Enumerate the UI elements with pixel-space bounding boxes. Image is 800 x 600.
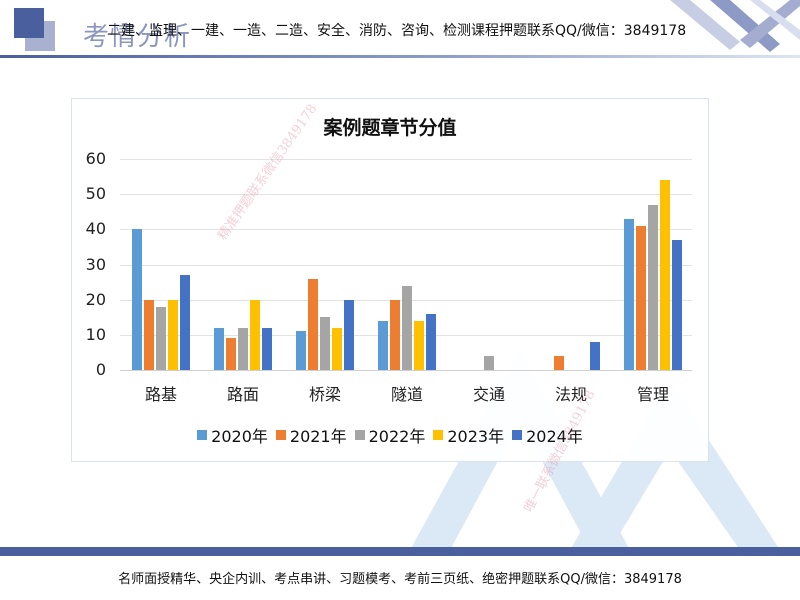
chart-title: 案例题章节分值: [323, 117, 457, 139]
legend-swatch-icon: [275, 430, 286, 440]
bar-2023年-桥梁: [332, 327, 342, 370]
legend-swatch-icon: [197, 430, 208, 440]
gridline: [120, 264, 692, 266]
bar-2022年-路面: [238, 327, 248, 370]
gridline: [120, 194, 692, 196]
bar-2021年-路面: [226, 338, 236, 370]
chart-container: 案例题章节分值 0 10 20 30 40 50 60 路基 路面 桥梁 隧道 交通 法规 管理 2020…: [71, 98, 709, 462]
footer-divider: [0, 547, 800, 556]
legend-label: 2020年: [211, 427, 268, 446]
legend-swatch-icon: [433, 430, 444, 440]
bar-2021年-桥梁: [308, 278, 318, 370]
y-tick-label: 20: [85, 289, 106, 309]
bar-2023年-路面: [250, 299, 260, 370]
y-tick-label: 0: [95, 360, 106, 379]
y-tick-label: 40: [85, 219, 106, 239]
bar-2021年-路基: [144, 299, 154, 370]
legend-item: 2022年: [354, 423, 426, 447]
logo-square-dark: [14, 8, 44, 38]
bar-2021年-隧道: [390, 299, 400, 370]
y-tick-label: 60: [85, 149, 106, 168]
x-category-label: 路基: [144, 385, 177, 404]
bar-2020年-桥梁: [296, 331, 306, 370]
bar-2022年-路基: [156, 306, 166, 370]
bar-2022年-桥梁: [320, 317, 330, 370]
bar-2020年-管理: [624, 218, 634, 370]
gridline: [120, 229, 692, 231]
x-category-label: 管理: [636, 385, 669, 404]
header-decoration-icon: [670, 0, 800, 52]
legend-label: 2024年: [526, 427, 583, 446]
bar-2024年-路面: [262, 327, 272, 370]
bar-2022年-管理: [648, 204, 658, 370]
legend-label: 2022年: [368, 427, 426, 446]
x-axis-line: [120, 370, 692, 371]
legend-item: 2020年: [197, 423, 268, 447]
bar-2024年-隧道: [426, 313, 436, 370]
y-tick-label: 10: [85, 324, 106, 344]
bar-2020年-隧道: [378, 320, 388, 370]
legend-swatch-icon: [354, 430, 365, 440]
header-banner-text: 二建、监理、一建、一造、二造、安全、消防、咨询、检测课程押题联系QQ/微信：38…: [107, 23, 687, 39]
legend-item: 2021年: [275, 423, 347, 447]
bar-2024年-桥梁: [344, 299, 354, 370]
bar-2020年-路基: [132, 229, 142, 370]
bar-2023年-隧道: [414, 320, 424, 370]
page-title: 考情分析: [83, 22, 192, 52]
bar-2020年-路面: [214, 327, 224, 370]
footer-text: 名师面授精华、央企内训、考点串讲、习题模考、考前三页纸、绝密押题联系QQ/微信：…: [118, 572, 682, 587]
x-category-label: 隧道: [390, 385, 423, 404]
bar-2024年-法规: [590, 341, 600, 370]
legend-label: 2021年: [289, 427, 347, 446]
bar-2024年-路基: [180, 275, 190, 370]
y-tick-label: 50: [85, 184, 106, 204]
bar-2022年-交通: [484, 355, 494, 370]
bar-2021年-法规: [554, 355, 564, 370]
x-category-label: 路面: [226, 385, 259, 404]
bar-2023年-路基: [168, 299, 178, 370]
bar-2021年-管理: [636, 225, 646, 370]
x-category-label: 交通: [472, 385, 505, 404]
legend-item: 2024年: [512, 423, 583, 447]
bar-2024年-管理: [672, 239, 682, 370]
background-mountain-icon: [410, 350, 780, 550]
legend-swatch-icon: [512, 430, 523, 440]
header-divider: [0, 55, 800, 58]
gridline: [120, 159, 692, 160]
x-category-label: 法规: [554, 385, 587, 404]
plot-area: 0 10 20 30 40 50 60 路基 路面 桥梁 隧道 交通 法规 管理: [72, 99, 708, 461]
y-tick-label: 30: [85, 254, 106, 274]
bar-2023年-管理: [660, 180, 670, 370]
chart-legend: 2020年 2021年 2022年 2023年 2024年: [72, 423, 708, 447]
legend-item: 2023年: [433, 423, 504, 447]
bar-2022年-隧道: [402, 285, 412, 370]
x-category-label: 桥梁: [308, 385, 341, 404]
legend-label: 2023年: [447, 427, 505, 446]
